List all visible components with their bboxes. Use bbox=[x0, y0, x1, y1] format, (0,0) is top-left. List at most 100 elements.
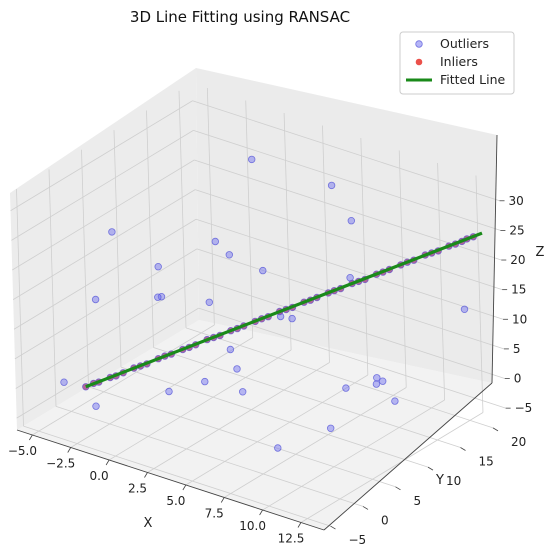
grid-line-x-floor bbox=[147, 362, 330, 473]
grid-line-x-back bbox=[398, 150, 407, 388]
z-tick-label: 20 bbox=[510, 253, 525, 267]
outlier-point bbox=[154, 293, 162, 301]
x-tick-mark bbox=[220, 497, 225, 503]
outlier-point bbox=[60, 378, 68, 386]
fitted-line-series bbox=[85, 231, 483, 389]
legend-inliers-marker bbox=[415, 58, 423, 66]
y-axis-line bbox=[323, 382, 493, 531]
y-tick-mark bbox=[362, 506, 369, 510]
grid-line-x-floor bbox=[224, 387, 407, 498]
grid-line-x-back bbox=[475, 175, 484, 413]
grid-line-x-floor bbox=[300, 412, 484, 523]
z-axis-label: Z bbox=[536, 245, 545, 260]
grid-line-y-wall bbox=[81, 149, 89, 387]
outlier-point bbox=[225, 251, 233, 259]
outlier-point bbox=[372, 380, 381, 388]
x-tick-label: −2.5 bbox=[46, 457, 75, 471]
grid-line-z-wall bbox=[11, 130, 194, 241]
grid-line-z-wall bbox=[14, 248, 198, 360]
x-tick-label: 10.0 bbox=[239, 519, 266, 533]
outlier-point bbox=[373, 374, 381, 382]
grid-line-x-floor bbox=[70, 337, 253, 448]
x-tick-mark bbox=[67, 447, 72, 453]
back-wall-pane bbox=[196, 68, 497, 383]
outlier-point bbox=[391, 397, 399, 405]
grid-line-x-back bbox=[360, 137, 369, 376]
grid-line-z-wall bbox=[13, 218, 197, 330]
x-tick-mark bbox=[182, 484, 187, 491]
grid-line-z-wall bbox=[12, 189, 196, 300]
z-tick-label: 15 bbox=[511, 283, 526, 297]
outlier-point bbox=[379, 377, 387, 385]
grid-line-x-back bbox=[437, 162, 445, 401]
grid-line-z-back bbox=[192, 100, 500, 202]
y-tick-mark bbox=[492, 427, 499, 432]
outlier-point bbox=[233, 365, 241, 373]
outlier-point bbox=[247, 155, 256, 164]
outlier-point bbox=[201, 377, 209, 386]
fitted-line bbox=[85, 231, 483, 389]
z-axis-line bbox=[491, 134, 498, 384]
outlier-point bbox=[327, 181, 336, 190]
outlier-point bbox=[91, 295, 100, 304]
outlier-point bbox=[205, 298, 213, 306]
left-wall-pane bbox=[10, 68, 199, 430]
grid-line-y-floor bbox=[185, 327, 494, 429]
y-tick-label: 15 bbox=[479, 455, 494, 469]
x-tick-mark bbox=[144, 472, 148, 478]
grid-line-y-floor bbox=[55, 406, 364, 507]
y-tick-label: −5 bbox=[349, 533, 367, 547]
grid-line-x-back bbox=[322, 125, 330, 363]
tick-labels: −5.0 −2.5 0.0 2.5 5.0 7.5 10.0 12.5 −5 0 5 10 15 20 −5… bbox=[8, 194, 532, 547]
outlier-point bbox=[327, 424, 335, 432]
x-tick-label: 2.5 bbox=[128, 482, 147, 496]
z-tick-label: 10 bbox=[512, 312, 527, 326]
outlier-point bbox=[211, 237, 219, 246]
x-tick-mark bbox=[297, 522, 302, 528]
grid-line-x-floor bbox=[185, 374, 369, 486]
y-tick-mark bbox=[395, 486, 401, 491]
outlier-point bbox=[259, 266, 267, 275]
grid-line-y-wall bbox=[16, 189, 24, 427]
legend-outliers-label: Outliers bbox=[440, 36, 489, 51]
outlier-point bbox=[157, 293, 166, 301]
axis-panes bbox=[10, 68, 497, 530]
x-axis-line bbox=[16, 429, 325, 531]
x-tick-mark bbox=[105, 459, 110, 466]
y-tick-label: 10 bbox=[446, 474, 461, 488]
grid-line-x-back bbox=[245, 100, 254, 338]
grid-line-y-floor bbox=[23, 425, 331, 527]
y-tick-label: 20 bbox=[511, 435, 526, 449]
chart-title: 3D Line Fitting using RANSAC bbox=[130, 8, 350, 26]
outlier-point bbox=[226, 345, 235, 354]
z-tick-label: 30 bbox=[509, 194, 524, 208]
grid-line-z-wall bbox=[15, 278, 198, 389]
z-tick-label: 0 bbox=[514, 372, 522, 386]
x-tick-label: 7.5 bbox=[205, 507, 224, 521]
grid-line-y-wall bbox=[48, 169, 57, 407]
legend-fitted-line-label: Fitted Line bbox=[440, 72, 506, 87]
grid-line-z-wall bbox=[10, 100, 193, 212]
grid-line-z-back bbox=[193, 130, 501, 231]
y-tick-mark bbox=[460, 447, 466, 451]
legend: Outliers Inliers Fitted Line bbox=[399, 31, 515, 95]
grid-line-x-floor bbox=[108, 349, 292, 461]
outlier-point bbox=[460, 305, 469, 313]
x-tick-mark bbox=[259, 509, 263, 516]
z-tick-label: −5 bbox=[515, 401, 533, 415]
grid-line-y-floor bbox=[153, 347, 461, 448]
x-tick-label: −5.0 bbox=[8, 444, 37, 458]
x-tick-label: 5.0 bbox=[166, 494, 185, 508]
outlier-point bbox=[154, 263, 162, 271]
grid-line-x-floor bbox=[262, 399, 445, 511]
grid-line-y-wall bbox=[146, 110, 154, 348]
grid-line-z-back bbox=[197, 278, 505, 379]
grid-line-x-floor bbox=[32, 324, 215, 436]
y-tick-label: 0 bbox=[381, 513, 389, 527]
outlier-point bbox=[274, 444, 282, 452]
grid-line-y-floor bbox=[88, 386, 396, 488]
outlier-point bbox=[347, 216, 355, 225]
x-tick-label: 0.0 bbox=[90, 469, 109, 483]
legend-inliers-label: Inliers bbox=[440, 54, 478, 69]
